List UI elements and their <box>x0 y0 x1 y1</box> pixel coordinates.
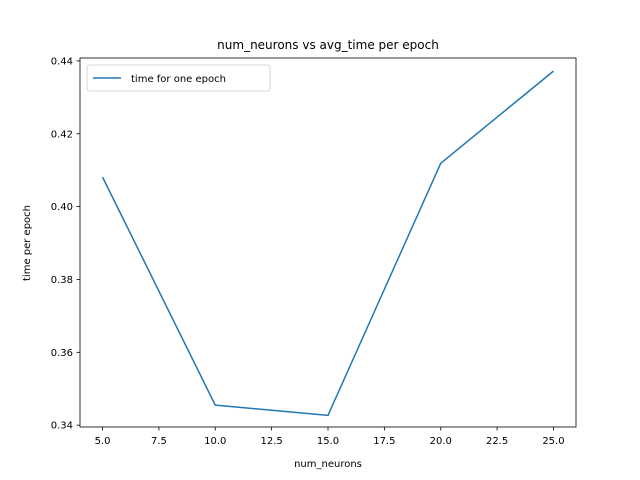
legend-entry-label: time for one epoch <box>131 74 226 85</box>
y-tick-label: 0.38 <box>51 275 73 286</box>
y-axis-label: time per epoch <box>22 205 33 281</box>
y-tick-label: 0.42 <box>51 129 73 140</box>
x-tick-label: 15.0 <box>317 436 339 447</box>
chart-title: num_neurons vs avg_time per epoch <box>217 38 439 52</box>
axes-frame <box>79 57 577 428</box>
x-tick-label: 12.5 <box>261 436 283 447</box>
y-tick-label: 0.40 <box>51 202 73 213</box>
legend-box <box>86 64 271 92</box>
x-tick-label: 25.0 <box>542 436 564 447</box>
x-tick-label: 10.0 <box>204 436 226 447</box>
x-tick-label: 5.0 <box>95 436 111 447</box>
y-tick-label: 0.44 <box>51 56 73 67</box>
x-tick-label: 20.0 <box>430 436 452 447</box>
y-tick-label: 0.34 <box>51 421 73 432</box>
plot-area: 5.0 7.5 10.0 12.5 15.0 17.5 20.0 22.5 25.0 0.34 0.… <box>51 56 577 447</box>
y-tick-label: 0.36 <box>51 348 73 359</box>
x-tick-label: 22.5 <box>486 436 508 447</box>
x-tick-label: 7.5 <box>151 436 167 447</box>
x-axis-label: num_neurons <box>294 459 362 470</box>
x-tick-label: 17.5 <box>373 436 395 447</box>
series-line <box>101 70 554 417</box>
